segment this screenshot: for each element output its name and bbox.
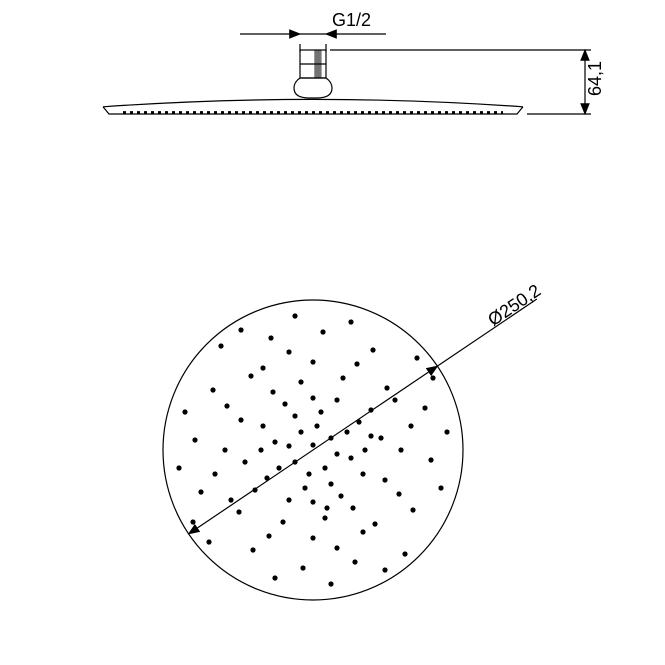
nozzle-dot <box>222 447 227 452</box>
height-label: 64,1 <box>585 61 605 96</box>
nozzle-dot <box>266 533 271 538</box>
nozzle-dot <box>340 375 345 380</box>
nozzle-dot <box>370 347 375 352</box>
nozzle-dot <box>190 519 195 524</box>
nozzle-dot <box>310 359 315 364</box>
nozzle-dot <box>258 447 263 452</box>
nozzle-dot <box>392 397 397 402</box>
nozzle-dot <box>260 365 265 370</box>
dimension-thread: G1/2 <box>240 10 386 52</box>
nozzle-dot <box>334 397 339 402</box>
nozzle-dot <box>410 507 415 512</box>
nozzle-dot <box>322 515 327 520</box>
nozzle-dot <box>218 343 223 348</box>
nozzle-dot <box>286 349 291 354</box>
nozzle-dot <box>444 429 449 434</box>
nozzle-dot <box>334 451 339 456</box>
nozzle-dot <box>310 395 315 400</box>
nozzle-dot <box>352 559 357 564</box>
nozzle-dot <box>382 567 387 572</box>
nozzle-dot <box>282 401 287 406</box>
nozzle-dot <box>414 355 419 360</box>
nozzle-dot <box>238 417 243 422</box>
nozzle-dot <box>384 385 389 390</box>
nozzle-dot <box>276 465 281 470</box>
nozzle-dot <box>320 329 325 334</box>
thread-label: G1/2 <box>332 10 371 30</box>
nozzle-dot <box>270 389 275 394</box>
nozzle-dot <box>272 439 277 444</box>
nozzle-dot <box>354 361 359 366</box>
nozzle-dot <box>314 423 319 428</box>
nozzle-dot <box>286 443 291 448</box>
nozzle-dot <box>250 547 255 552</box>
nozzle-dot <box>368 433 373 438</box>
nozzle-dot <box>428 457 433 462</box>
nozzle-dot <box>280 519 285 524</box>
nozzle-dot <box>348 319 353 324</box>
nozzle-dot <box>324 505 329 510</box>
nozzle-dot <box>328 581 333 586</box>
nozzle-dot <box>224 403 229 408</box>
nozzle-dot <box>408 423 413 428</box>
nozzle-dot <box>402 551 407 556</box>
nozzle-dot <box>360 471 365 476</box>
nozzle-dot <box>310 535 315 540</box>
nozzle-dot <box>300 565 305 570</box>
nozzle-dot <box>306 471 311 476</box>
nozzle-dot <box>422 405 427 410</box>
nozzle-dot <box>350 505 355 510</box>
nozzle-dot <box>192 437 197 442</box>
nozzle-dot <box>292 313 297 318</box>
nozzle-dot <box>238 327 243 332</box>
nozzle-dot <box>176 465 181 470</box>
nozzle-dot <box>292 413 297 418</box>
nozzle-dot <box>212 471 217 476</box>
side-view <box>103 50 523 114</box>
nozzle-dot <box>398 447 403 452</box>
nozzle-dot <box>248 373 253 378</box>
nozzle-dot <box>260 423 265 428</box>
nozzle-dot <box>228 497 233 502</box>
nozzle-dot <box>344 429 349 434</box>
nozzle-dot <box>198 489 203 494</box>
nozzle-dot <box>438 485 443 490</box>
nozzle-dot <box>348 455 353 460</box>
nozzle-dot <box>182 409 187 414</box>
nozzle-dot <box>372 521 377 526</box>
nozzle-dot <box>396 491 401 496</box>
nozzle-dot <box>378 435 383 440</box>
technical-drawing: G1/2 64,1 Ø250,2 <box>0 0 665 665</box>
nozzle-dot <box>210 387 215 392</box>
nozzle-dot <box>286 497 291 502</box>
nozzle-dot <box>322 465 327 470</box>
nozzle-dot <box>338 493 343 498</box>
nozzle-dot <box>328 481 333 486</box>
nozzle-dot <box>272 575 277 580</box>
diameter-label: Ø250,2 <box>484 280 544 330</box>
nozzle-dot <box>310 442 315 447</box>
nozzle-dot <box>310 499 315 504</box>
dimension-height: 64,1 <box>330 50 605 114</box>
nozzle-dot <box>302 485 307 490</box>
nozzle-dot <box>360 529 365 534</box>
nozzle-dot <box>206 539 211 544</box>
nozzle-dot <box>382 477 387 482</box>
nozzle-dot <box>236 509 241 514</box>
nozzle-dot <box>268 335 273 340</box>
nozzle-dot <box>430 375 435 380</box>
nozzle-dot <box>298 379 303 384</box>
nozzle-dot <box>334 545 339 550</box>
nozzle-dot <box>362 447 367 452</box>
nozzle-dot <box>242 459 247 464</box>
nozzle-dot <box>298 429 303 434</box>
nozzle-dot <box>318 409 323 414</box>
